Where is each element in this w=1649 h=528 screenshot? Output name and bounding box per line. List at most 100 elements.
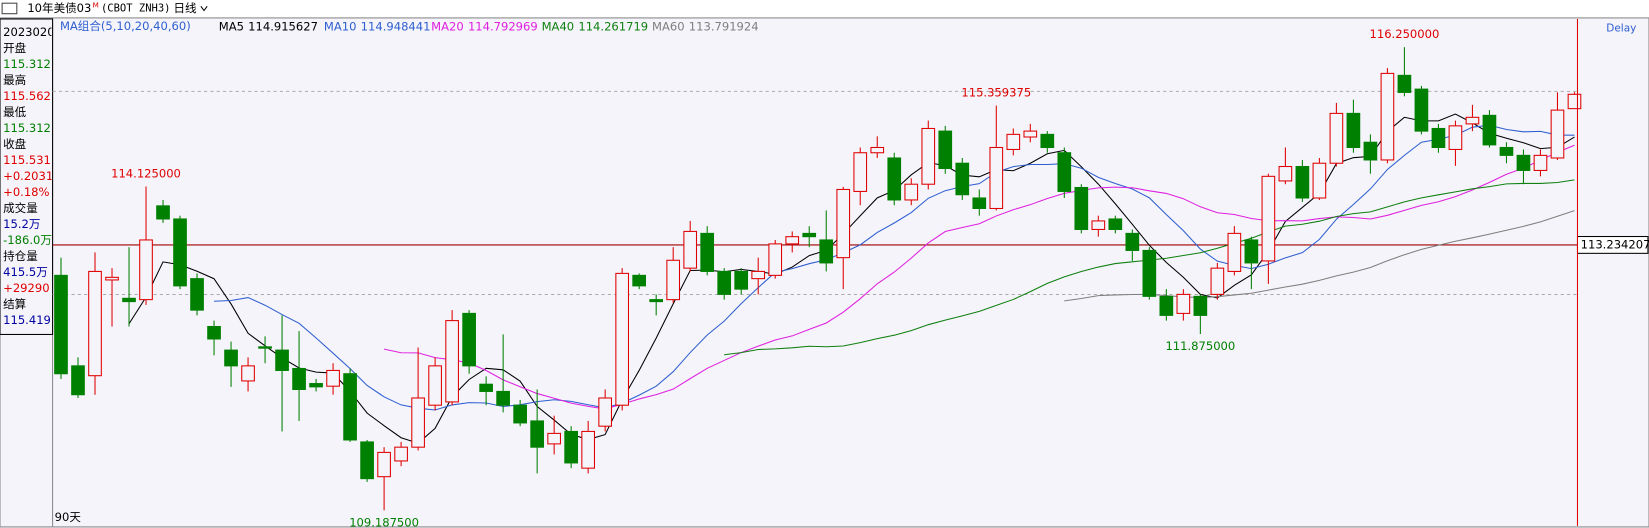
candle-body bbox=[734, 270, 749, 290]
candle-body bbox=[1397, 74, 1412, 93]
candle-body bbox=[224, 349, 238, 367]
ma-name: MA10 bbox=[324, 19, 357, 33]
candle-body bbox=[1380, 72, 1395, 161]
candle-body bbox=[1278, 165, 1293, 182]
candle-body bbox=[666, 259, 681, 301]
ma-name: MA20 bbox=[431, 19, 464, 33]
ma-legend: MA20 114.792969 bbox=[431, 19, 538, 33]
period[interactable]: 日线 bbox=[174, 1, 198, 15]
ma-line bbox=[213, 124, 1575, 411]
candle-body bbox=[632, 274, 647, 287]
info-text: 持仓量 bbox=[3, 249, 38, 263]
candle-body bbox=[1108, 218, 1123, 230]
candle-body bbox=[717, 270, 732, 295]
candle-body bbox=[105, 276, 119, 281]
instrument[interactable]: 10年美债03 bbox=[27, 1, 91, 15]
ma-group[interactable]: MA组合(5,10,20,40,60) bbox=[60, 19, 191, 33]
candle-body bbox=[1295, 165, 1310, 199]
info-text: +0.18% bbox=[3, 185, 49, 199]
info-text: 115.531 bbox=[3, 153, 51, 167]
candle-body bbox=[1176, 293, 1191, 314]
info-text: -186.0万 bbox=[3, 233, 52, 247]
extreme-label: 115.359375 bbox=[961, 85, 1031, 99]
candle-body bbox=[1448, 125, 1463, 150]
candle-body bbox=[1312, 162, 1327, 199]
candle-body bbox=[275, 349, 289, 371]
candle-body bbox=[683, 230, 698, 269]
info-text: 415.5万 bbox=[3, 265, 48, 279]
ma-name: MA40 bbox=[542, 19, 575, 33]
candle-body bbox=[1346, 112, 1361, 149]
candle-body bbox=[377, 451, 391, 478]
candle-body bbox=[343, 373, 357, 441]
extreme-label: 116.250000 bbox=[1370, 27, 1440, 41]
candle-body bbox=[428, 365, 442, 406]
candle-body bbox=[1210, 267, 1225, 295]
candle-body bbox=[207, 325, 221, 340]
candle-body bbox=[326, 369, 340, 387]
candle-body bbox=[819, 239, 834, 264]
candle-body bbox=[292, 367, 306, 390]
candle-body bbox=[394, 446, 408, 462]
candle-body bbox=[1431, 127, 1446, 149]
candle-body bbox=[972, 197, 987, 210]
candle-body bbox=[1482, 114, 1497, 146]
info-panel bbox=[0, 18, 54, 335]
candle-body bbox=[785, 236, 800, 245]
candle-body bbox=[1142, 249, 1157, 297]
menu-icon[interactable] bbox=[1, 2, 18, 15]
candle-body bbox=[904, 183, 919, 201]
flag: M bbox=[93, 0, 99, 9]
info-text: 115.312 bbox=[3, 121, 51, 135]
info-text: 开盘 bbox=[3, 41, 27, 55]
candle-body bbox=[1516, 154, 1531, 171]
candle-body bbox=[1091, 220, 1106, 230]
candle-body bbox=[139, 239, 153, 301]
candle-body bbox=[1499, 146, 1514, 156]
candle-body bbox=[479, 383, 493, 392]
candle-body bbox=[1363, 141, 1378, 161]
candle-body bbox=[496, 390, 510, 406]
ma-name: MA60 bbox=[652, 19, 685, 33]
info-text: 115.419 bbox=[3, 313, 51, 327]
instrument-code: (CBOT ZNH3) bbox=[101, 2, 171, 14]
candle-body bbox=[853, 152, 868, 192]
candle-body bbox=[955, 162, 970, 196]
candle-body bbox=[1023, 130, 1038, 138]
candle-body bbox=[870, 146, 885, 154]
candle-body bbox=[615, 272, 630, 406]
candle-body bbox=[581, 430, 595, 469]
toolbar bbox=[0, 0, 1649, 18]
candle-body bbox=[258, 346, 272, 349]
candle-body bbox=[887, 157, 902, 201]
candle-body bbox=[156, 205, 170, 220]
candle-body bbox=[1414, 88, 1429, 132]
candle-body bbox=[1006, 133, 1021, 150]
candle-body bbox=[1227, 232, 1242, 272]
candle-body bbox=[1261, 175, 1276, 262]
candle-body bbox=[1040, 133, 1055, 149]
candle-body bbox=[938, 130, 953, 170]
candle-body bbox=[1074, 186, 1089, 230]
ma-value: 114.948441 bbox=[361, 19, 431, 33]
candle-body bbox=[649, 299, 664, 303]
dropdown-icon[interactable] bbox=[200, 6, 208, 12]
price-label: 113.234207 bbox=[1581, 237, 1649, 251]
info-text: 结算 bbox=[3, 297, 26, 311]
candle-body bbox=[802, 232, 817, 238]
ma-name: MA5 bbox=[219, 19, 244, 33]
ma-legend: MA10 114.948441 bbox=[324, 19, 431, 33]
ma-legend: MA40 114.261719 bbox=[542, 19, 649, 33]
extreme-label: 111.875000 bbox=[1165, 339, 1235, 353]
candle-body bbox=[921, 127, 936, 185]
candle-body bbox=[190, 278, 204, 311]
candle-body bbox=[309, 383, 323, 388]
candle-body bbox=[1193, 295, 1208, 316]
ma-value: 113.791924 bbox=[689, 19, 759, 33]
info-text: 2023020 bbox=[3, 25, 54, 39]
candle-body bbox=[1567, 93, 1582, 110]
ma-value: 114.792969 bbox=[468, 19, 538, 33]
candle-body bbox=[71, 365, 85, 396]
